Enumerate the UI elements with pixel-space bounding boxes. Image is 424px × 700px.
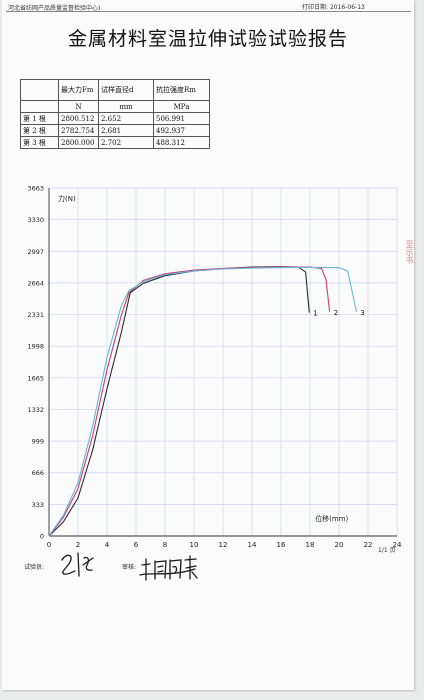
x-tick-label: 22 [364,541,373,549]
x-tick-label: 14 [248,541,257,549]
table-cell: 488.312 [153,136,210,149]
x-tick-label: 0 [47,541,51,549]
header-divider [6,11,411,12]
series-line-3 [48,266,357,537]
table-row: 第 1 根 2800.512 2.652 506.991 [20,112,210,125]
y-tick-label: 3330 [27,216,44,224]
y-axis-label: 力(N) [58,194,76,203]
table-cell: 2800.000 [58,136,99,149]
results-table: 最大力Fm 试样直径d 抗拉强度Rm N mm MPa 第 1 根 2800.5… [20,79,210,149]
y-tick-label: 666 [32,469,44,477]
y-tick-label: 1998 [27,343,44,351]
y-tick-label: 0 [40,533,44,541]
x-tick-label: 18 [306,541,315,549]
report-title: 金属材料室温拉伸试验试验报告 [67,28,348,50]
x-tick-label: 10 [190,541,199,549]
print-date: 打印日期: 2016-06-13 [302,2,365,11]
x-tick-label: 8 [163,541,167,549]
reviewer-label: 审核: [122,564,137,571]
series-end-label: 2 [334,309,338,317]
tester-signature [61,552,94,577]
red-stamp-fragment: 至示书 [405,240,414,264]
y-tick-label: 3663 [27,185,44,193]
x-tick-label: 6 [134,541,139,549]
y-tick-label: 2331 [27,311,44,319]
x-tick-label: 12 [219,541,228,549]
y-tick-label: 1665 [27,374,44,382]
org-header: 河北省纺网产品质量监督检验中心) [8,5,101,12]
y-tick-label: 2664 [27,279,44,287]
y-tick-label: 999 [32,438,44,446]
x-tick-label: 2 [76,541,80,549]
x-tick-label: 16 [277,541,286,549]
report-sheet: 河北省纺网产品质量监督检验中心) 打印日期: 2016-06-13 金属材料室温… [2,0,414,690]
y-tick-label: 333 [32,501,44,509]
series-end-label: 3 [360,309,364,317]
print-date-value: 2016-06-13 [329,4,365,11]
x-tick-label: 20 [335,541,344,549]
print-date-label: 打印日期: [302,4,329,11]
x-axis-label: 位移(mm) [315,514,348,523]
y-tick-label: 2997 [27,248,44,256]
tester-label: 试验员: [24,564,45,571]
table-cell: 2.702 [98,136,154,149]
x-tick-label: 24 [393,541,402,549]
series-end-label: 1 [313,310,317,318]
table-cell: 第 3 根 [20,136,59,149]
table-row: 第 3 根 2800.000 2.702 488.312 [20,136,210,149]
reviewer-signature [139,555,198,581]
page-number: 1/1 页 [378,547,396,554]
x-tick-label: 4 [105,541,110,549]
y-tick-label: 1332 [27,406,44,414]
